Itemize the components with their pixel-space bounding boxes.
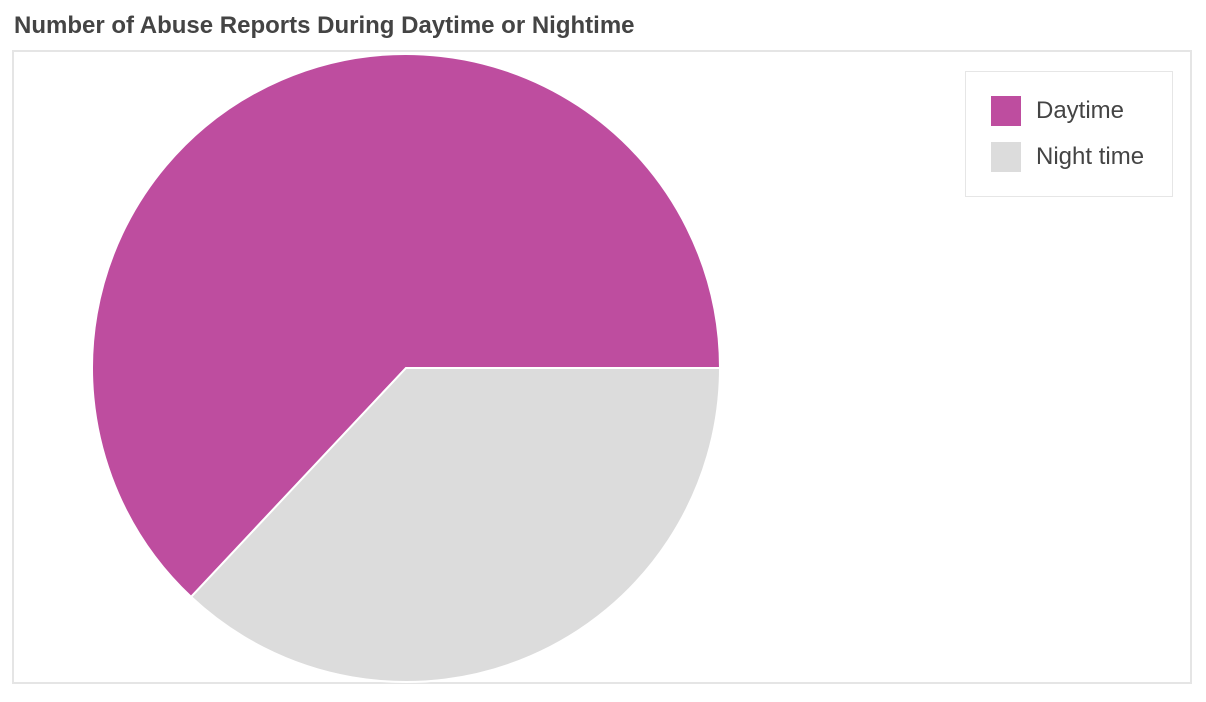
chart-frame: [12, 50, 1192, 684]
pie-slice-night-time: [189, 367, 722, 683]
legend: Daytime Night time: [965, 71, 1173, 197]
pie-slices: [91, 53, 722, 683]
pie-slice-daytime: [91, 53, 722, 599]
legend-swatch-daytime: [991, 96, 1021, 126]
legend-label-daytime: Daytime: [1036, 97, 1125, 124]
legend-item-night-time: Night time: [991, 142, 1144, 172]
legend-swatch-night-time: [991, 142, 1021, 172]
legend-label-night-time: Night time: [1036, 143, 1145, 170]
legend-item-daytime: Daytime: [991, 96, 1124, 126]
chart-title: Number of Abuse Reports During Daytime o…: [14, 12, 635, 39]
